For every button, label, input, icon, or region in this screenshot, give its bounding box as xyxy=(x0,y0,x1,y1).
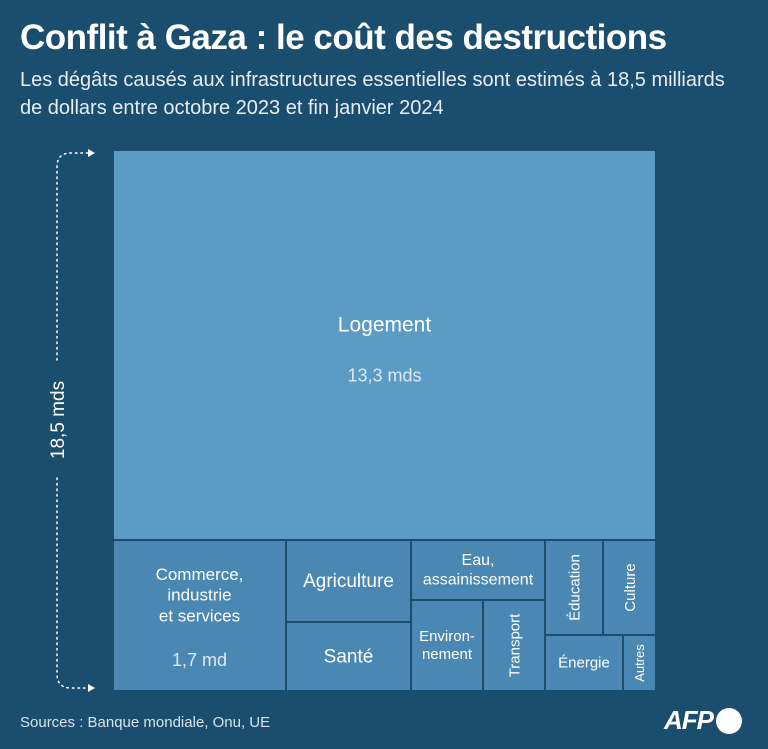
chart-subtitle: Les dégâts causés aux infrastructures es… xyxy=(20,69,725,119)
treemap-label-autres: Autres xyxy=(632,644,647,682)
treemap-value-commerce: 1,7 md xyxy=(172,650,227,670)
treemap-cell-rect xyxy=(285,539,412,623)
treemap-cell-rect xyxy=(544,634,624,692)
treemap-cell-sante: Santé xyxy=(285,621,412,692)
treemap-cell-autres: Autres xyxy=(622,634,657,692)
source-note: Sources : Banque mondiale, Onu, UE xyxy=(20,714,271,731)
treemap-cell-agriculture: Agriculture xyxy=(285,539,412,623)
treemap-label-eau: Eau, assainissement xyxy=(423,552,534,589)
treemap-cell-rect xyxy=(285,621,412,692)
chart-title: Conflit à Gaza : le coût des destruction… xyxy=(20,18,667,57)
treemap-cell-rect xyxy=(622,634,657,692)
bracket-bottom-line xyxy=(56,477,89,689)
afp-logo: AFP xyxy=(664,705,742,736)
treemap-cell-eau: Eau, assainissement xyxy=(410,539,546,601)
treemap-cell-energie: Énergie xyxy=(544,634,624,692)
total-label: 18,5 mds xyxy=(48,381,69,459)
treemap-cell-rect xyxy=(410,539,546,601)
treemap-label-energie: Énergie xyxy=(558,655,610,672)
treemap-label-logement: Logement xyxy=(338,313,432,336)
treemap-label-education: Éducation xyxy=(566,554,583,621)
treemap-label-commerce: Commerce, industrie et services xyxy=(156,565,244,625)
treemap-cell-education: Éducation xyxy=(544,539,604,636)
treemap-cell-environnement: Environ-nement xyxy=(410,599,484,692)
treemap-label-environnement: Environ-nement xyxy=(419,628,475,663)
arrow-right-icon xyxy=(88,149,95,157)
treemap-cell-transport: Transport xyxy=(482,599,546,692)
afp-logo-dot-icon xyxy=(716,707,742,734)
treemap-label-culture: Culture xyxy=(622,563,639,611)
treemap-cell-rect xyxy=(112,539,287,692)
total-bracket: 18,5 mds xyxy=(48,149,95,692)
arrow-right-icon xyxy=(88,684,95,692)
treemap-label-sante: Santé xyxy=(324,646,374,667)
bracket-top-line xyxy=(56,152,89,361)
treemap-label-agriculture: Agriculture xyxy=(303,571,394,592)
treemap-cell-culture: Culture xyxy=(602,539,657,636)
treemap-cell-rect xyxy=(602,539,657,636)
treemap-cell-rect xyxy=(112,149,657,541)
treemap-label-transport: Transport xyxy=(506,613,523,677)
afp-logo-text: AFP xyxy=(664,705,714,735)
treemap-cell-logement: Logement 13,3 mds xyxy=(112,149,657,541)
treemap-cell-commerce: Commerce, industrie et services 1,7 md xyxy=(112,539,287,692)
treemap-value-logement: 13,3 mds xyxy=(347,366,421,386)
